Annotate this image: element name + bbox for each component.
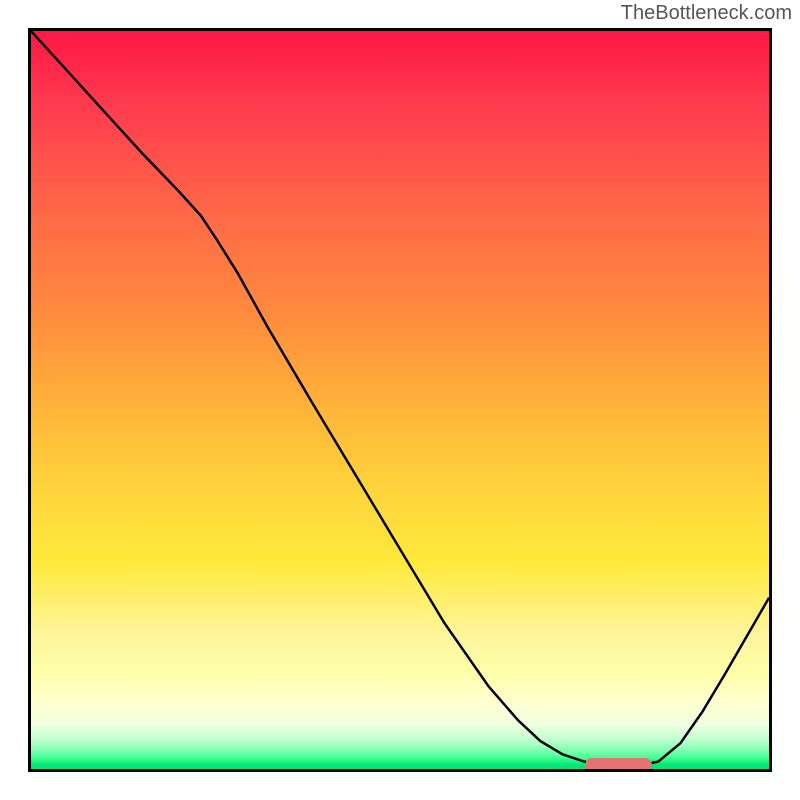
bottleneck-chart bbox=[28, 28, 772, 772]
curve-line bbox=[31, 31, 769, 769]
watermark-text: TheBottleneck.com bbox=[621, 2, 792, 25]
optimal-marker bbox=[585, 758, 652, 772]
